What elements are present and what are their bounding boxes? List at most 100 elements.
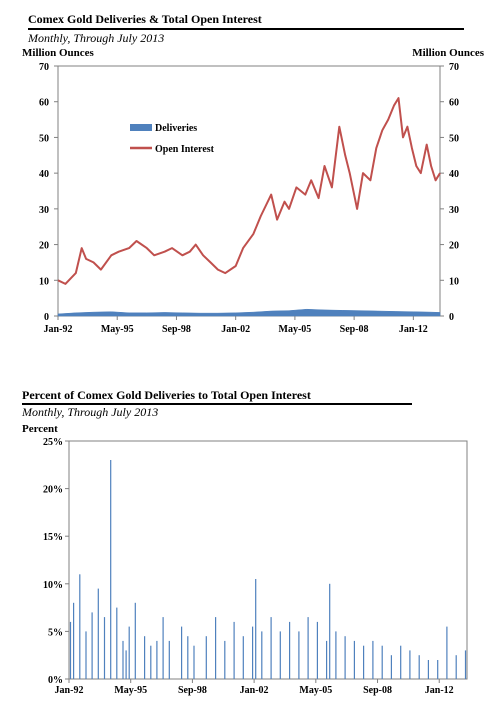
percent-bar — [400, 645, 402, 679]
percent-bar — [73, 602, 75, 679]
chart2-subtitle: Monthly, Through July 2013 — [22, 405, 159, 419]
chart2-y-tick-label: 25% — [43, 437, 63, 448]
chart2-y-tick-label: 0% — [48, 675, 63, 686]
percent-bar — [353, 640, 355, 679]
chart1-plot: 0 0 10 10 20 20 30 30 40 40 50 50 60 60 70 70 Jan-92 May-… — [39, 62, 459, 335]
percent-bar — [261, 631, 263, 679]
percent-bar — [79, 574, 81, 679]
chart1-right-unit-label: Million Ounces — [412, 47, 484, 59]
percent-bar — [279, 631, 281, 679]
percent-bar — [335, 631, 337, 679]
legend-deliveries-label: Deliveries — [155, 123, 197, 134]
percent-bar — [144, 636, 146, 679]
percent-bar — [418, 655, 420, 679]
percent-bar — [372, 640, 374, 679]
percent-bar — [116, 607, 118, 679]
percent-bar — [156, 640, 158, 679]
chart1-x-tick-label: Jan-92 — [44, 324, 73, 335]
chart1-legend: Deliveries Open Interest — [130, 123, 215, 155]
percent-bar — [187, 636, 189, 679]
legend-deliveries-swatch — [130, 124, 152, 131]
chart2-x-tick-label: May-95 — [114, 685, 147, 696]
percent-bar — [97, 588, 99, 679]
percent-bar — [326, 640, 328, 679]
percent-bar — [381, 645, 383, 679]
percent-bar — [103, 617, 106, 679]
deliveries-area — [57, 308, 441, 317]
percent-bar — [307, 617, 309, 679]
chart1-left-tick-label: 10 — [39, 276, 49, 287]
chart2-x-tick-label: Jan-92 — [55, 685, 84, 696]
percent-bar — [233, 621, 235, 679]
chart1-right-tick-label: 10 — [449, 276, 459, 287]
chart2-y-tick-label: 5% — [48, 627, 63, 638]
percent-bar — [437, 660, 439, 679]
percent-bar — [390, 655, 392, 679]
percent-bar — [255, 579, 257, 679]
chart1-right-tick-label: 40 — [449, 169, 459, 180]
percent-bar — [125, 650, 127, 679]
chart2-y-tick-label: 15% — [43, 532, 63, 543]
chart2-plot-frame — [68, 440, 468, 680]
chart1-left-tick-label: 20 — [39, 241, 49, 252]
percent-bar — [455, 655, 457, 679]
chart1-right-tick-label: 50 — [449, 133, 459, 144]
percent-bar — [224, 640, 226, 679]
chart2-y-tick-label: 10% — [43, 580, 63, 591]
percent-bar — [252, 626, 254, 679]
chart2-x-tick-label: Sep-98 — [178, 685, 207, 696]
chart1-x-tick-label: Sep-98 — [162, 324, 191, 335]
percent-bar — [270, 617, 272, 679]
percent-bar — [122, 640, 124, 679]
chart1-right-tick-label: 0 — [449, 312, 454, 323]
percent-bar — [464, 650, 467, 679]
percent-bar — [150, 645, 152, 679]
chart2-y-tick-label: 20% — [43, 485, 63, 496]
chart1-x-tick-label: Jan-12 — [399, 324, 428, 335]
chart2-x-tick-label: Jan-02 — [240, 685, 269, 696]
open-interest-line — [57, 97, 441, 285]
chart2-x-tick-label: May-05 — [299, 685, 332, 696]
percent-bar — [298, 631, 300, 679]
chart2-title: Percent of Comex Gold Deliveries to Tota… — [22, 388, 311, 402]
percent-bar — [344, 636, 346, 679]
chart1-left-tick-label: 60 — [39, 98, 49, 109]
chart2-y-label: Percent — [22, 423, 58, 435]
percent-bar — [242, 636, 244, 679]
chart1-x-tick-label: Sep-08 — [340, 324, 369, 335]
percent-bar — [205, 636, 207, 679]
percent-bar — [110, 460, 112, 679]
chart1-x-tick-label: May-05 — [279, 324, 312, 335]
chart1-left-tick-label: 0 — [44, 312, 49, 323]
chart1-title: Comex Gold Deliveries & Total Open Inter… — [28, 12, 262, 26]
percent-bar — [289, 621, 291, 679]
chart1-left-tick-label: 50 — [39, 133, 49, 144]
chart1-left-unit-label: Million Ounces — [22, 47, 94, 59]
percent-bar — [329, 583, 331, 679]
percent-bar — [363, 645, 365, 679]
percent-bar — [193, 645, 195, 679]
chart1-right-tick-label: 70 — [449, 62, 459, 73]
chart1-title-rule — [28, 28, 464, 30]
chart1-left-tick-label: 40 — [39, 169, 49, 180]
chart2-title-rule — [22, 403, 412, 405]
percent-bar — [409, 650, 411, 679]
percent-bar — [85, 631, 87, 679]
percent-bar — [316, 621, 318, 679]
percent-bar — [162, 617, 164, 679]
percent-bar — [181, 626, 183, 679]
chart2-x-tick-label: Sep-08 — [363, 685, 392, 696]
legend-open-interest-label: Open Interest — [155, 144, 215, 155]
chart1-left-tick-label: 30 — [39, 205, 49, 216]
chart1-subtitle: Monthly, Through July 2013 — [28, 31, 165, 45]
chart2-x-tick-label: Jan-12 — [425, 685, 454, 696]
percent-bar — [128, 626, 130, 679]
percent-bar — [69, 621, 72, 679]
percent-bar — [91, 612, 93, 679]
percent-bar — [215, 617, 217, 679]
chart1-x-tick-label: May-95 — [101, 324, 134, 335]
percent-bar — [168, 640, 170, 679]
percent-bar — [427, 660, 429, 679]
chart1-x-tick-label: Jan-02 — [221, 324, 250, 335]
